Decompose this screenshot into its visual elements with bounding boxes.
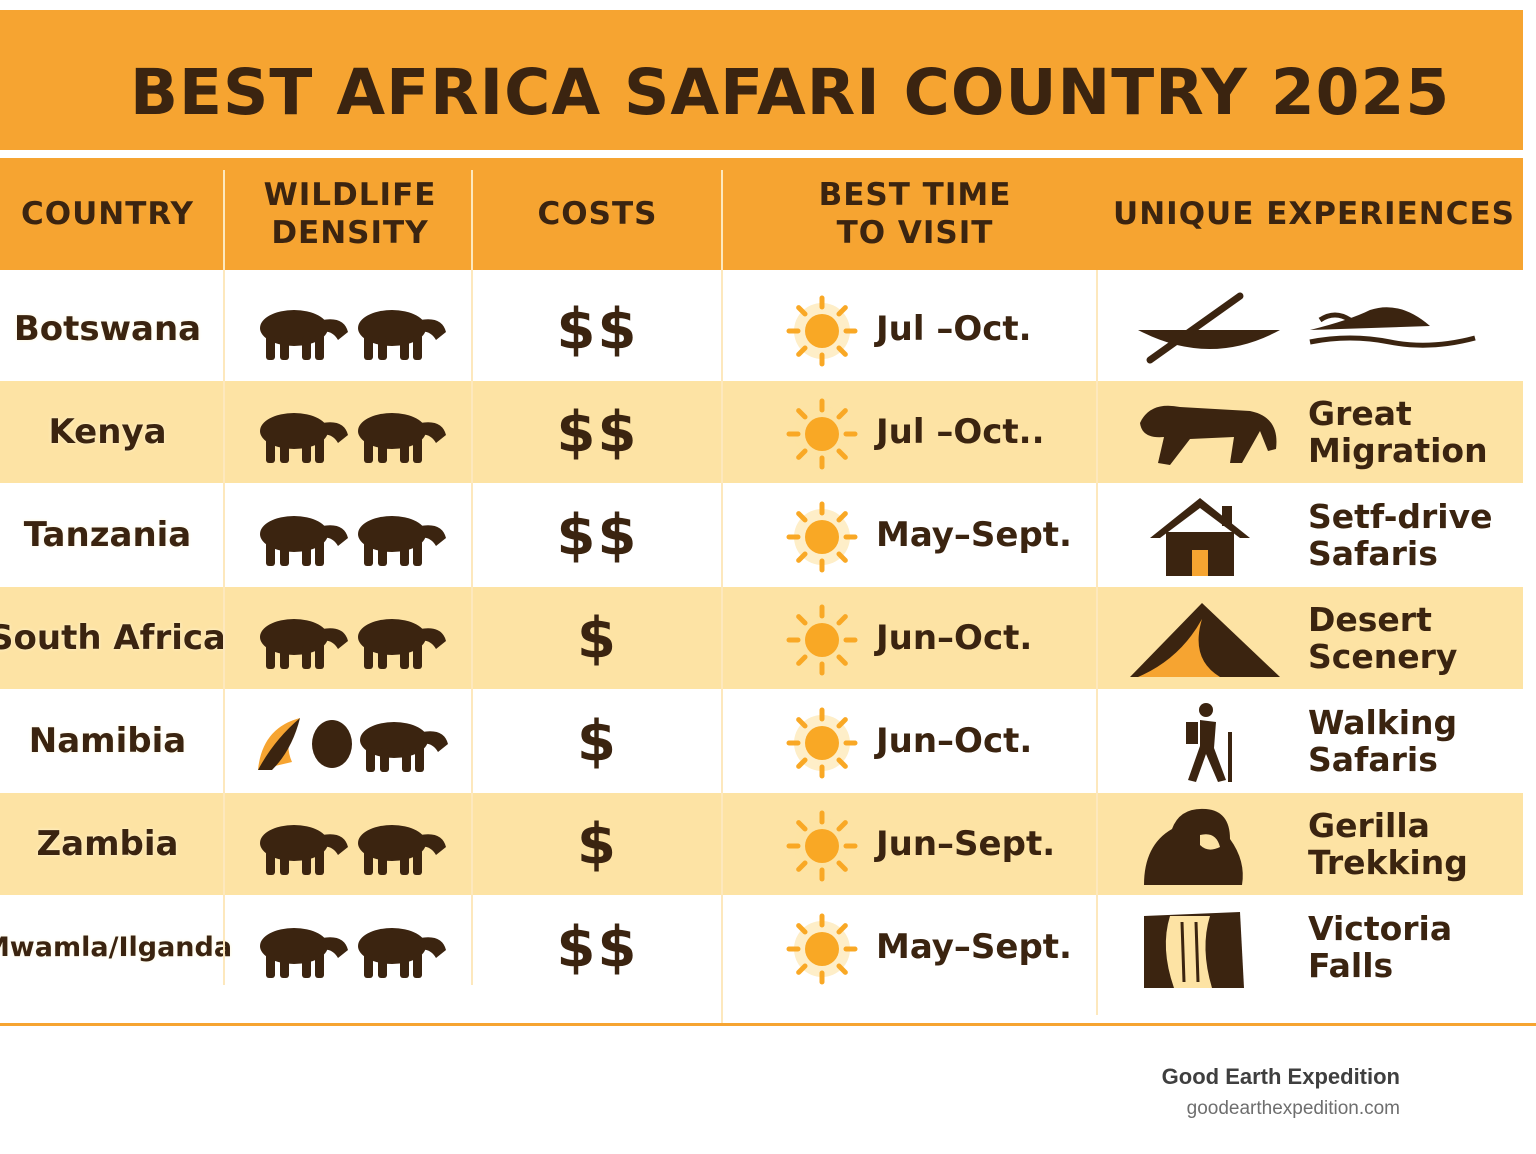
gorilla-lion-icon — [252, 813, 452, 877]
antelope-herd-icon — [252, 401, 452, 465]
column-divider — [471, 170, 473, 985]
header-country: COUNTRY — [21, 196, 194, 232]
header-costs: COSTS — [537, 196, 658, 232]
sun-icon — [785, 706, 859, 780]
best-time-value: May–Sept. — [876, 927, 1072, 967]
column-divider — [1096, 270, 1098, 1015]
hiker-icon — [1130, 702, 1290, 782]
cost-rating: $ — [577, 708, 618, 774]
country-name: South Africa — [0, 618, 226, 658]
table-row: South Africa $ Jun–Oct. Desert Scenery — [0, 587, 1523, 689]
sun-icon — [785, 809, 859, 883]
header-best-time: BEST TIME TO VISIT — [818, 177, 1012, 251]
cost-rating: $$ — [556, 296, 639, 362]
cost-rating: $ — [577, 811, 618, 877]
house-icon — [1130, 496, 1290, 576]
sun-icon — [785, 500, 859, 574]
experience-label: Victoria Falls — [1308, 909, 1453, 985]
table-row: Kenya $$ Jul –Oct.. Great Migration — [0, 381, 1523, 483]
best-time-value: Jun–Oct. — [876, 618, 1033, 658]
country-name: Mwamla/Ilganda — [0, 931, 233, 963]
country-name: Botswana — [13, 309, 202, 349]
elephant-herd-icon — [252, 504, 452, 568]
experience-label: Setf-drive Safaris — [1308, 497, 1493, 573]
brand-name: Good Earth Expedition — [1161, 1064, 1400, 1089]
table-bottom-border — [0, 1023, 1536, 1026]
elephant-rhino-icon — [252, 298, 452, 362]
brand-url: goodearthexpedition.com — [1186, 1098, 1400, 1119]
header-wildlife-density: WILDLIFE DENSITY — [263, 177, 437, 251]
cost-rating: $ — [577, 605, 618, 671]
best-time-value: Jul –Oct.. — [876, 412, 1045, 452]
country-name: Tanzania — [23, 515, 192, 555]
page-title: BEST AFRICA SAFARI COUNTRY 2025 — [130, 56, 1451, 129]
sun-icon — [785, 397, 859, 471]
header-unique-experiences: UNIQUE EXPERIENCES — [1113, 196, 1515, 232]
table-row: Botswana $$ Jul –Oct. — [0, 278, 1523, 380]
cost-rating: $$ — [556, 914, 639, 980]
best-time-value: Jun–Oct. — [876, 721, 1033, 761]
table-header: COUNTRY WILDLIFE DENSITY COSTS BEST TIME… — [0, 158, 1523, 270]
cost-rating: $$ — [556, 399, 639, 465]
column-divider — [223, 170, 225, 985]
table-row: Namibia $ Jun–Oct. Walking Safaris — [0, 690, 1523, 792]
country-name: Zambia — [36, 824, 179, 864]
sun-icon — [785, 912, 859, 986]
lion-icon — [1130, 393, 1290, 473]
best-time-value: Jul –Oct. — [876, 309, 1032, 349]
buffalo-rhino-icon — [252, 916, 452, 980]
cost-rating: $$ — [556, 502, 639, 568]
experience-label: Gerilla Trekking — [1308, 806, 1468, 882]
table-row: Zambia $ Jun–Sept. Gerilla Trekking — [0, 793, 1523, 895]
bird-gorilla-icon — [252, 710, 452, 774]
experience-label: Walking Safaris — [1308, 703, 1458, 779]
country-name: Kenya — [48, 412, 167, 452]
table-row: Tanzania $$ May–Sept. Setf-drive Safaris — [0, 484, 1523, 586]
best-time-value: May–Sept. — [876, 515, 1072, 555]
experience-label: Desert Scenery — [1308, 600, 1458, 676]
best-time-value: Jun–Sept. — [876, 824, 1056, 864]
title-banner: BEST AFRICA SAFARI COUNTRY 2025 — [0, 10, 1523, 150]
gorilla-icon — [1130, 805, 1290, 885]
sun-icon — [785, 603, 859, 677]
dune-icon — [1130, 599, 1290, 679]
country-name: Namibia — [28, 721, 187, 761]
experience-label: Great Migration — [1308, 394, 1488, 470]
table-row: Mwamla/Ilganda $$ May–Sept. Victoria Fal… — [0, 896, 1523, 998]
rhino-pair-icon — [252, 607, 452, 671]
sun-icon — [785, 294, 859, 368]
column-divider — [721, 170, 723, 1025]
canoe-boat-icon — [1130, 290, 1490, 370]
waterfall-icon — [1130, 908, 1290, 988]
